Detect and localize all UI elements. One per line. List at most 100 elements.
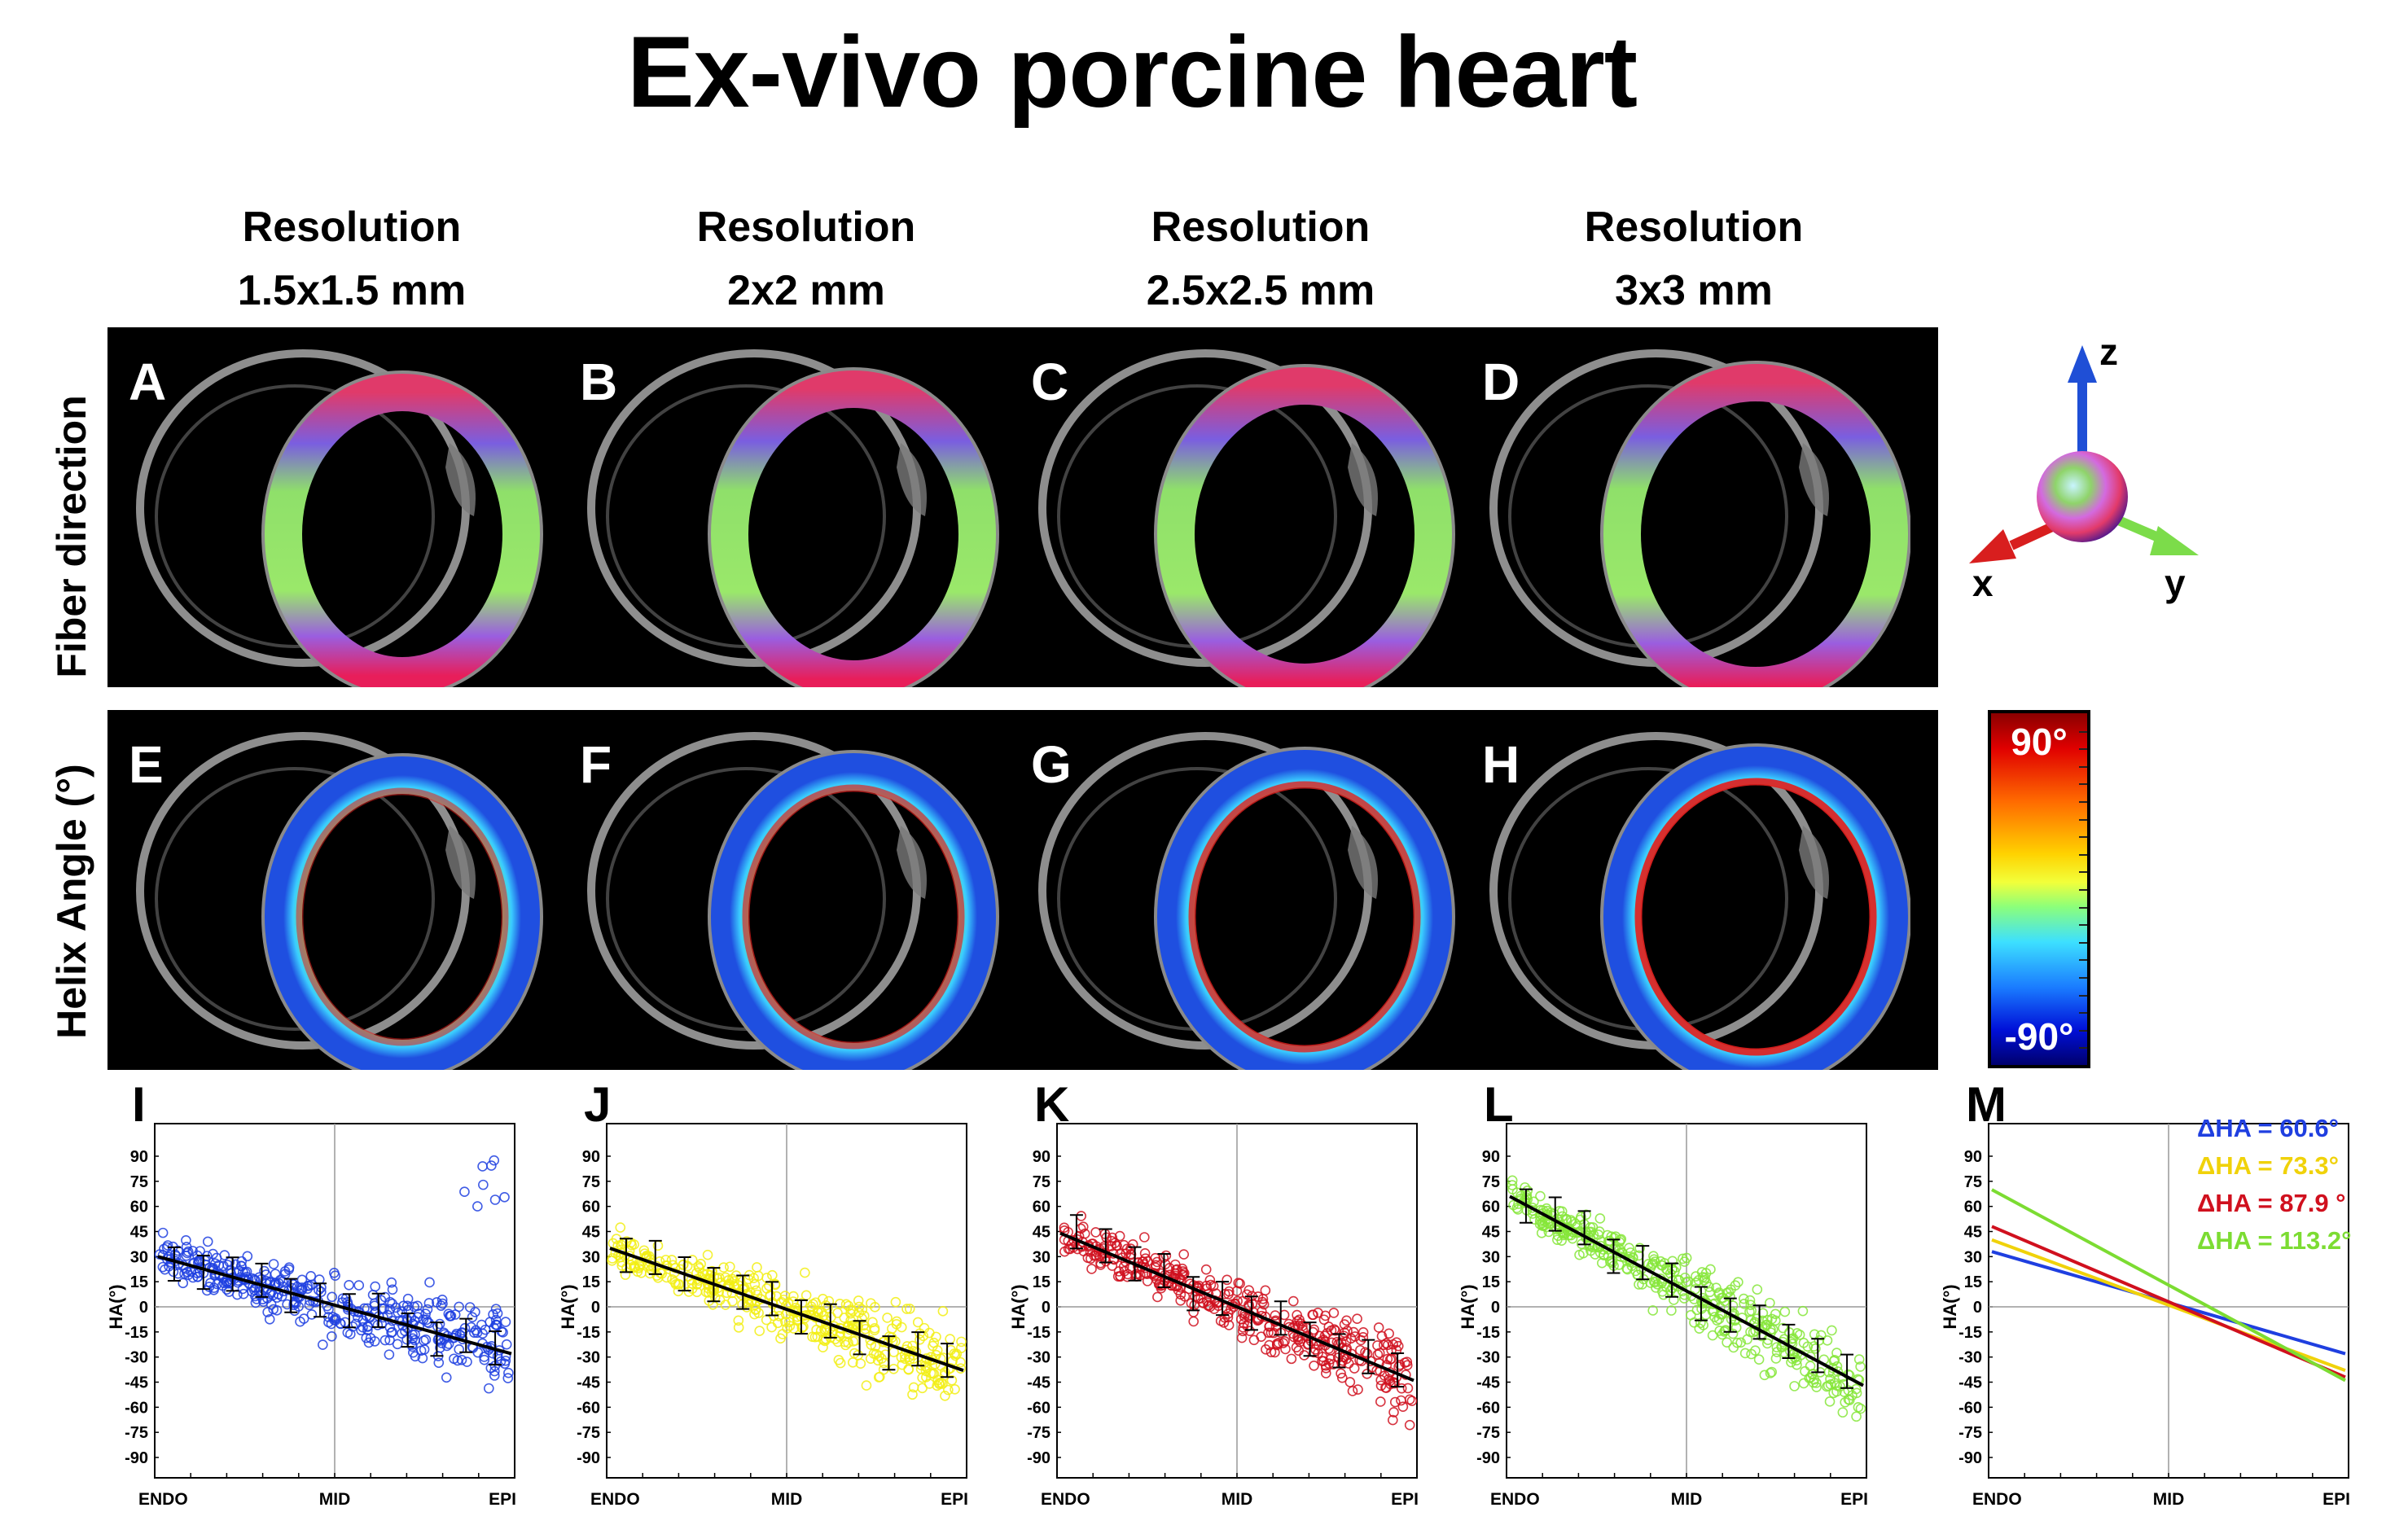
scatter-point	[1382, 1339, 1393, 1351]
scatter-point	[1634, 1243, 1645, 1254]
scatter-point	[178, 1278, 189, 1289]
column-header-4-line2: 3x3 mm	[1615, 267, 1773, 314]
scatter-point	[835, 1357, 846, 1369]
scatter-point	[1135, 1269, 1146, 1281]
scatter-point	[702, 1249, 713, 1260]
fit-line	[1059, 1231, 1415, 1383]
scatter-point	[490, 1304, 502, 1314]
scatter-point	[615, 1222, 626, 1233]
scatter-point	[187, 1272, 199, 1283]
scatter-point	[1336, 1368, 1346, 1379]
scatter-point	[733, 1315, 744, 1326]
scatter-point	[1106, 1235, 1117, 1247]
scatter-point	[819, 1335, 831, 1347]
scatter-point	[1323, 1321, 1335, 1332]
scatter-point	[1349, 1363, 1360, 1374]
scatter-point	[1805, 1361, 1816, 1371]
scatter-point	[945, 1334, 955, 1344]
helix-map-panel-2: F	[559, 712, 1008, 1070]
colorbar-tick	[2079, 836, 2087, 839]
scatter-point	[347, 1321, 358, 1332]
scatter-point	[412, 1300, 423, 1312]
scatter-point	[780, 1316, 791, 1327]
y-tick-label: -30	[125, 1349, 148, 1367]
scatter-point	[1586, 1245, 1596, 1256]
scatter-point	[1079, 1228, 1090, 1239]
scatter-point	[915, 1334, 925, 1345]
y-axis-label: HA(°)	[1941, 1284, 1960, 1329]
y-tick-label: -60	[577, 1399, 600, 1417]
scatter-point	[1106, 1241, 1117, 1251]
x-axis-label-endo: ENDO	[1041, 1490, 1090, 1509]
scatter-point	[305, 1271, 317, 1282]
scatter-point	[1840, 1396, 1850, 1408]
scatter-point	[268, 1259, 279, 1269]
scatter-point	[450, 1309, 461, 1320]
scatter-point	[1679, 1272, 1691, 1283]
scatter-point	[467, 1312, 478, 1323]
scatter-point	[1645, 1278, 1656, 1288]
scatter-point	[1851, 1411, 1862, 1422]
scatter-point	[386, 1277, 397, 1288]
scatter-point	[1581, 1209, 1592, 1221]
column-header-2: Resolution 2x2 mm	[635, 195, 977, 322]
scatter-point	[342, 1327, 353, 1338]
scatter-point	[1177, 1263, 1188, 1274]
column-header-3-line2: 2.5x2.5 mm	[1146, 267, 1375, 314]
summary-fit-line-3	[1991, 1225, 2346, 1379]
plot-label-j: J	[584, 1077, 612, 1132]
scatter-point	[686, 1283, 698, 1295]
scatter-point	[1200, 1264, 1212, 1275]
scatter-point	[314, 1285, 324, 1295]
scatter-point	[956, 1343, 967, 1353]
panel-label-helix-1: E	[129, 735, 164, 794]
scatter-point	[1594, 1213, 1606, 1224]
scatter-point	[872, 1355, 884, 1366]
helix-angle-plot-i: 90 75 60 45 30 15 0 -15 -30 -45 -60 -75 -90 HA(°) ENDO…	[107, 1123, 516, 1509]
scatter-point	[1204, 1301, 1216, 1313]
scatter-point	[1114, 1230, 1125, 1242]
y-axis-label: HA(°)	[559, 1284, 578, 1329]
scatter-point	[1236, 1332, 1248, 1343]
scatter-point	[1233, 1278, 1244, 1289]
y-tick-label: -90	[1476, 1449, 1500, 1467]
scatter-point	[1360, 1347, 1371, 1358]
y-tick-label: -75	[1958, 1424, 1982, 1442]
scatter-point	[1576, 1212, 1586, 1222]
y-tick-label: 90	[582, 1148, 600, 1166]
scatter-point	[398, 1300, 409, 1312]
scatter-point	[1738, 1293, 1749, 1304]
scatter-point	[402, 1293, 414, 1304]
scatter-point	[445, 1311, 455, 1321]
scatter-point	[1798, 1378, 1809, 1389]
scatter-point	[1178, 1249, 1190, 1260]
scatter-point	[283, 1264, 295, 1275]
scatter-point	[456, 1354, 467, 1365]
scatter-point	[749, 1278, 761, 1290]
helix-angle-summary-plot-m: 90 75 60 45 30 15 0 -15 -30 -45 -60 -75 -90 HA(°) ENDO…	[1941, 1123, 2350, 1509]
scatter-point	[1541, 1203, 1552, 1214]
scatter-point	[237, 1283, 248, 1295]
x-axis-label-mid: MID	[2153, 1490, 2185, 1509]
scatter-point	[452, 1355, 463, 1366]
scatter-point	[384, 1304, 395, 1315]
scatter-point	[1824, 1396, 1836, 1407]
helix-map-image-4	[1489, 732, 1910, 1070]
scatter-point	[870, 1302, 880, 1313]
scatter-point	[1344, 1377, 1356, 1387]
scatter-point	[890, 1296, 901, 1308]
scatter-point	[1292, 1309, 1302, 1321]
scatter-point	[815, 1326, 827, 1336]
helix-map-image-1	[136, 732, 543, 1070]
y-tick-label: -60	[1958, 1399, 1982, 1417]
y-tick-label: 90	[1033, 1148, 1050, 1166]
y-tick-label: -15	[1476, 1324, 1500, 1342]
scatter-point	[471, 1325, 481, 1336]
colorbar-tick	[2079, 1029, 2087, 1032]
scatter-point	[832, 1308, 843, 1318]
scatter-point	[750, 1304, 761, 1315]
scatter-point	[441, 1340, 453, 1352]
scatter-point	[1406, 1396, 1418, 1406]
scatter-point	[1139, 1232, 1150, 1243]
scatter-point	[219, 1250, 230, 1260]
